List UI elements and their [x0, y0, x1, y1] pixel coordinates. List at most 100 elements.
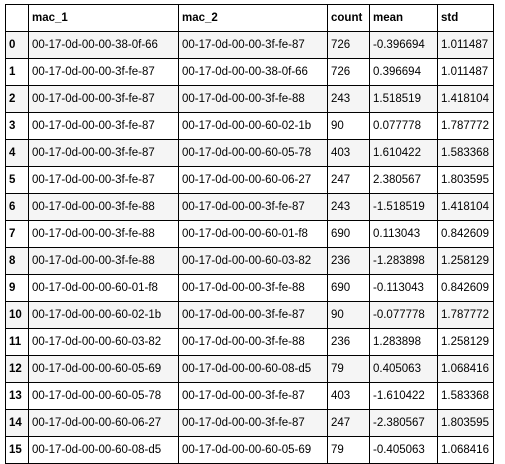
- cell-mean: 1.283898: [369, 328, 438, 356]
- row-index: 10: [5, 301, 29, 329]
- cell-mac-1: 00-17-0d-00-00-60-05-78: [28, 382, 179, 410]
- table-row: 3 00-17-0d-00-00-3f-fe-87 00-17-0d-00-00…: [5, 112, 494, 140]
- cell-mean: 0.405063: [369, 355, 438, 383]
- column-header-std: std: [437, 4, 494, 32]
- cell-mac-1: 00-17-0d-00-00-60-03-82: [28, 328, 179, 356]
- cell-count: 79: [327, 436, 370, 464]
- table-row: 12 00-17-0d-00-00-60-05-69 00-17-0d-00-0…: [5, 355, 494, 383]
- table-row: 7 00-17-0d-00-00-3f-fe-88 00-17-0d-00-00…: [5, 220, 494, 248]
- cell-mac-2: 00-17-0d-00-00-3f-fe-88: [178, 328, 328, 356]
- cell-count: 79: [327, 355, 370, 383]
- cell-mac-2: 00-17-0d-00-00-3f-fe-87: [178, 31, 328, 59]
- cell-mac-2: 00-17-0d-00-00-3f-fe-87: [178, 409, 328, 437]
- cell-mac-2: 00-17-0d-00-00-3f-fe-87: [178, 382, 328, 410]
- cell-count: 243: [327, 193, 370, 221]
- cell-count: 726: [327, 58, 370, 86]
- cell-mean: -1.283898: [369, 247, 438, 275]
- cell-mac-1: 00-17-0d-00-00-60-08-d5: [28, 436, 179, 464]
- row-index: 12: [5, 355, 29, 383]
- table-row: 14 00-17-0d-00-00-60-06-27 00-17-0d-00-0…: [5, 409, 494, 437]
- cell-mac-2: 00-17-0d-00-00-60-02-1b: [178, 112, 328, 140]
- cell-mean: 0.396694: [369, 58, 438, 86]
- row-index: 0: [5, 31, 29, 59]
- cell-mac-1: 00-17-0d-00-00-3f-fe-87: [28, 139, 179, 167]
- cell-count: 690: [327, 220, 370, 248]
- cell-mac-1: 00-17-0d-00-00-3f-fe-87: [28, 112, 179, 140]
- cell-mac-2: 00-17-0d-00-00-60-05-78: [178, 139, 328, 167]
- cell-mean: -0.396694: [369, 31, 438, 59]
- cell-mean: -1.610422: [369, 382, 438, 410]
- cell-std: 1.068416: [437, 355, 494, 383]
- row-index: 2: [5, 85, 29, 113]
- cell-count: 243: [327, 85, 370, 113]
- table-row: 0 00-17-0d-00-00-38-0f-66 00-17-0d-00-00…: [5, 31, 494, 59]
- table-row: 6 00-17-0d-00-00-3f-fe-88 00-17-0d-00-00…: [5, 193, 494, 221]
- cell-count: 403: [327, 382, 370, 410]
- cell-mac-2: 00-17-0d-00-00-60-03-82: [178, 247, 328, 275]
- row-index: 5: [5, 166, 29, 194]
- cell-mac-1: 00-17-0d-00-00-3f-fe-88: [28, 193, 179, 221]
- cell-mac-1: 00-17-0d-00-00-3f-fe-87: [28, 166, 179, 194]
- cell-count: 236: [327, 328, 370, 356]
- table-row: 1 00-17-0d-00-00-3f-fe-87 00-17-0d-00-00…: [5, 58, 494, 86]
- row-index: 7: [5, 220, 29, 248]
- table-row: 15 00-17-0d-00-00-60-08-d5 00-17-0d-00-0…: [5, 436, 494, 464]
- table-row: 5 00-17-0d-00-00-3f-fe-87 00-17-0d-00-00…: [5, 166, 494, 194]
- index-header: [5, 4, 29, 32]
- cell-mean: 1.518519: [369, 85, 438, 113]
- cell-mean: 2.380567: [369, 166, 438, 194]
- header-row: mac_1 mac_2 count mean std: [5, 4, 494, 32]
- cell-mean: 1.610422: [369, 139, 438, 167]
- cell-std: 1.258129: [437, 328, 494, 356]
- table-row: 2 00-17-0d-00-00-3f-fe-87 00-17-0d-00-00…: [5, 85, 494, 113]
- cell-mean: -1.518519: [369, 193, 438, 221]
- cell-std: 1.068416: [437, 436, 494, 464]
- cell-std: 1.418104: [437, 85, 494, 113]
- cell-std: 0.842609: [437, 220, 494, 248]
- cell-std: 1.787772: [437, 112, 494, 140]
- row-index: 6: [5, 193, 29, 221]
- cell-mac-1: 00-17-0d-00-00-38-0f-66: [28, 31, 179, 59]
- cell-mean: 0.113043: [369, 220, 438, 248]
- cell-std: 1.418104: [437, 193, 494, 221]
- table-row: 4 00-17-0d-00-00-3f-fe-87 00-17-0d-00-00…: [5, 139, 494, 167]
- cell-count: 90: [327, 112, 370, 140]
- cell-mac-2: 00-17-0d-00-00-60-06-27: [178, 166, 328, 194]
- cell-count: 726: [327, 31, 370, 59]
- table-row: 13 00-17-0d-00-00-60-05-78 00-17-0d-00-0…: [5, 382, 494, 410]
- table-row: 9 00-17-0d-00-00-60-01-f8 00-17-0d-00-00…: [5, 274, 494, 302]
- cell-mac-1: 00-17-0d-00-00-60-06-27: [28, 409, 179, 437]
- cell-std: 1.787772: [437, 301, 494, 329]
- cell-std: 1.258129: [437, 247, 494, 275]
- cell-mean: -0.113043: [369, 274, 438, 302]
- cell-mac-1: 00-17-0d-00-00-60-05-69: [28, 355, 179, 383]
- column-header-mac-2: mac_2: [178, 4, 328, 32]
- cell-count: 690: [327, 274, 370, 302]
- cell-std: 1.803595: [437, 166, 494, 194]
- cell-mac-2: 00-17-0d-00-00-3f-fe-87: [178, 301, 328, 329]
- cell-mean: -0.405063: [369, 436, 438, 464]
- dataframe-table: mac_1 mac_2 count mean std 0 00-17-0d-00…: [5, 4, 494, 464]
- dataframe-output: mac_1 mac_2 count mean std 0 00-17-0d-00…: [5, 4, 494, 464]
- column-header-count: count: [327, 4, 370, 32]
- row-index: 14: [5, 409, 29, 437]
- cell-count: 403: [327, 139, 370, 167]
- cell-mac-1: 00-17-0d-00-00-60-02-1b: [28, 301, 179, 329]
- cell-mac-1: 00-17-0d-00-00-60-01-f8: [28, 274, 179, 302]
- cell-std: 1.803595: [437, 409, 494, 437]
- cell-mean: -0.077778: [369, 301, 438, 329]
- row-index: 15: [5, 436, 29, 464]
- cell-mac-1: 00-17-0d-00-00-3f-fe-87: [28, 58, 179, 86]
- cell-mac-2: 00-17-0d-00-00-60-08-d5: [178, 355, 328, 383]
- table-row: 11 00-17-0d-00-00-60-03-82 00-17-0d-00-0…: [5, 328, 494, 356]
- cell-count: 90: [327, 301, 370, 329]
- cell-mac-1: 00-17-0d-00-00-3f-fe-88: [28, 220, 179, 248]
- row-index: 4: [5, 139, 29, 167]
- column-header-mac-1: mac_1: [28, 4, 179, 32]
- cell-std: 1.011487: [437, 58, 494, 86]
- cell-mean: -2.380567: [369, 409, 438, 437]
- cell-mac-2: 00-17-0d-00-00-3f-fe-88: [178, 85, 328, 113]
- cell-mac-2: 00-17-0d-00-00-60-05-69: [178, 436, 328, 464]
- cell-mac-1: 00-17-0d-00-00-3f-fe-88: [28, 247, 179, 275]
- cell-count: 247: [327, 409, 370, 437]
